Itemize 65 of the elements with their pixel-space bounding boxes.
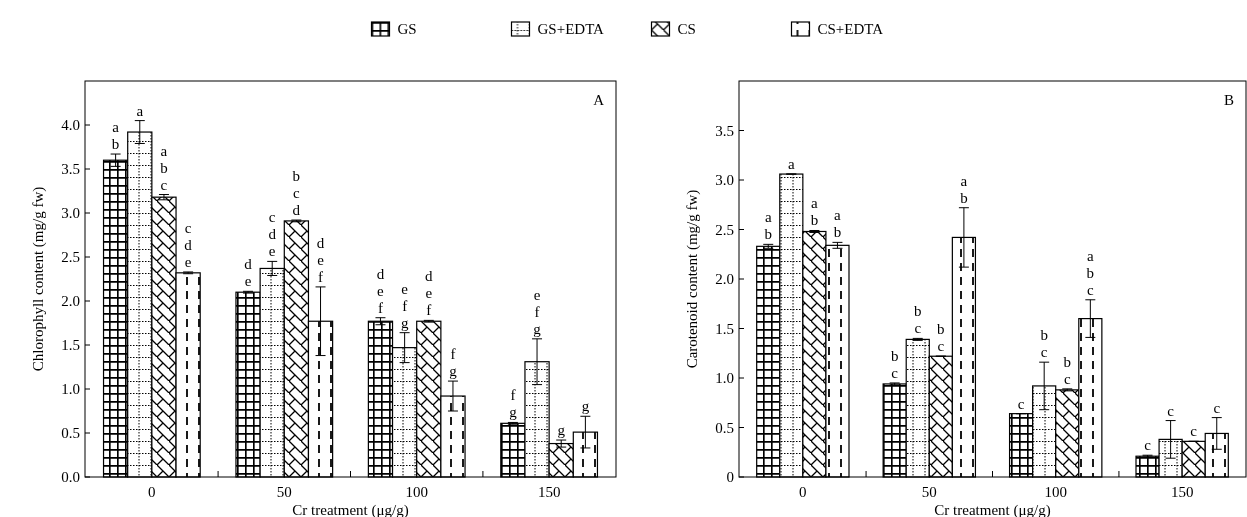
annotation: bc: [1063, 353, 1071, 387]
y-axis-title: Carotenoid content (mg/g fw): [684, 189, 701, 369]
x-tick-label: 100: [405, 484, 428, 500]
y-tick-label: 2.5: [715, 221, 734, 238]
y-tick-label: 2.0: [715, 271, 734, 288]
annotation: c: [1167, 402, 1175, 419]
y-tick-label: 4.0: [61, 117, 80, 134]
annotation: cde: [184, 219, 193, 270]
annotation: def: [376, 265, 385, 316]
annotation: a: [787, 156, 795, 173]
y-tick-label: 0.0: [61, 469, 80, 486]
annotation: B: [1223, 92, 1234, 108]
annotation: efg: [400, 280, 409, 331]
annotation: a: [136, 102, 144, 119]
y-axis-title: Chlorophyll content (mg/g fw): [30, 186, 47, 372]
annotation: c: [1213, 399, 1221, 416]
y-tick-label: 3.5: [715, 122, 734, 139]
x-tick-label: 50: [921, 484, 937, 500]
annotation: bc: [937, 321, 945, 355]
annotation: efg: [533, 286, 542, 337]
legend-label: CS+EDTA: [817, 21, 884, 37]
annotation: ab: [764, 209, 772, 243]
annotation: ab: [111, 119, 120, 153]
legend-label: CS: [677, 21, 696, 37]
annotation: fg: [509, 387, 518, 421]
annotation: fg: [449, 346, 458, 380]
y-tick-label: 2.5: [61, 249, 80, 266]
y-tick-label: 3.5: [61, 161, 80, 178]
annotation: g: [581, 398, 590, 415]
legend-label: GS+EDTA: [537, 21, 605, 37]
legend-label: GS: [397, 21, 417, 37]
annotation: bc: [914, 303, 922, 337]
annotation: abc: [160, 142, 168, 193]
annotation: bc: [1040, 327, 1048, 361]
y-tick-label: 3.0: [61, 205, 80, 222]
annotation: ab: [810, 195, 819, 229]
y-tick-label: 3.0: [715, 172, 734, 189]
annotation: ab: [960, 172, 968, 206]
annotation: cde: [268, 209, 277, 260]
annotation: A: [593, 92, 605, 108]
y-tick-label: 0.5: [61, 425, 80, 442]
annotation: def: [316, 234, 325, 285]
annotation: c: [1144, 437, 1152, 454]
x-tick-label: 50: [276, 484, 292, 500]
y-tick-label: 1.0: [61, 381, 80, 398]
y-tick-label: 1.5: [715, 320, 734, 337]
x-tick-label: 0: [148, 484, 156, 500]
y-tick-label: 2.0: [61, 293, 80, 310]
annotation: de: [244, 256, 253, 290]
x-tick-label: 150: [1170, 484, 1194, 500]
annotation: c: [1017, 395, 1025, 412]
annotation: c: [1190, 423, 1198, 440]
annotation: g: [557, 422, 566, 439]
y-tick-label: 1.5: [61, 337, 80, 354]
annotation: bc: [890, 347, 899, 381]
x-tick-label: 100: [1044, 484, 1067, 500]
annotation: abc: [1086, 247, 1095, 298]
y-tick-label: 0.5: [715, 419, 734, 436]
y-tick-label: 0: [726, 469, 734, 486]
annotation: bcd: [292, 168, 301, 219]
x-tick-label: 0: [799, 484, 807, 500]
x-tick-label: 150: [537, 484, 561, 500]
annotation: def: [425, 268, 434, 319]
annotation: ab: [833, 207, 842, 241]
y-tick-label: 1.0: [715, 370, 734, 387]
